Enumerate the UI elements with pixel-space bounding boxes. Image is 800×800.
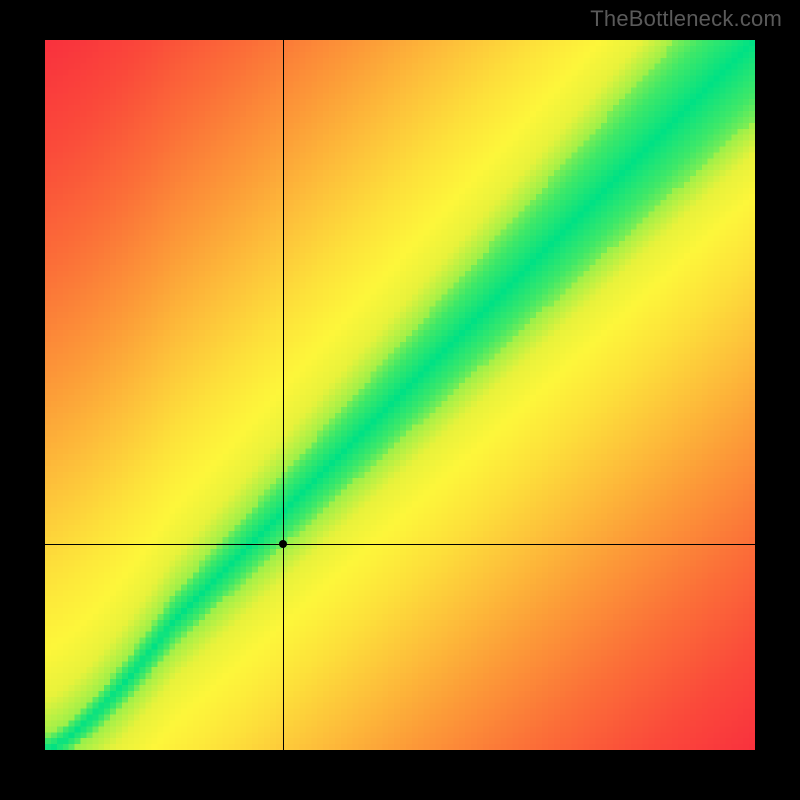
- chart-container: TheBottleneck.com: [0, 0, 800, 800]
- heatmap-canvas: [45, 40, 755, 750]
- heatmap-plot: [45, 40, 755, 750]
- watermark-text: TheBottleneck.com: [590, 6, 782, 32]
